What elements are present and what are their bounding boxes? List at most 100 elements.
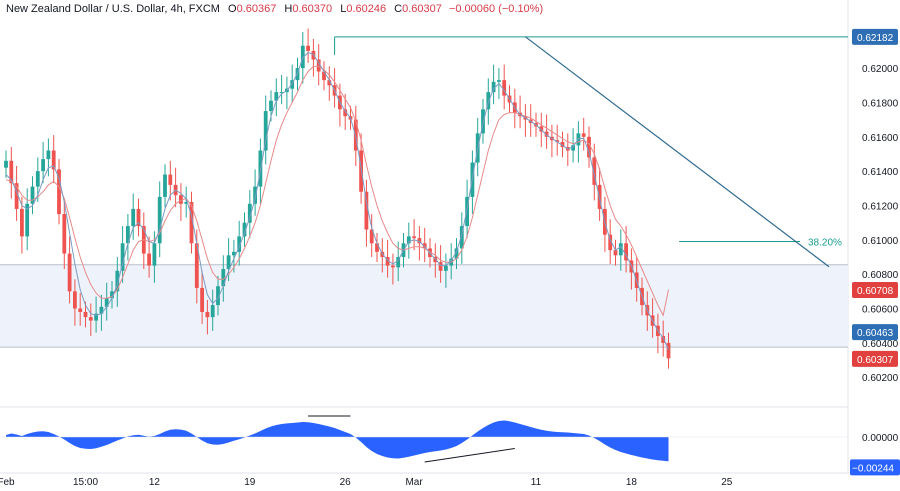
candle-body <box>46 150 51 160</box>
candle-body <box>497 80 501 82</box>
candle-body <box>110 291 114 299</box>
candle-body <box>454 248 459 259</box>
candle-body <box>247 203 252 223</box>
time-tick-label: 26 <box>340 477 352 488</box>
candle-body <box>269 100 273 112</box>
candle-body <box>391 265 395 268</box>
change-value: −0.00060 (−0.10%) <box>448 3 544 15</box>
slow-moving-average <box>5 65 669 317</box>
candle-body <box>120 243 125 271</box>
low-key: L <box>340 3 347 15</box>
candle-body <box>581 133 586 137</box>
candle-body <box>147 253 151 266</box>
candle-body <box>115 270 120 292</box>
candle-body <box>189 202 194 244</box>
candle-body <box>417 238 422 244</box>
fib-label: 38.20% <box>808 238 842 249</box>
candle-body <box>104 298 109 307</box>
candle-body <box>592 157 597 185</box>
candle-body <box>666 342 671 359</box>
candle-body <box>327 80 332 86</box>
oscillator-badge-text: −0.00244 <box>852 463 894 474</box>
candle-body <box>375 243 379 252</box>
price-tick-label: 0.61000 <box>862 236 899 247</box>
close-key: C <box>394 3 403 15</box>
time-tick-label: 12 <box>149 477 161 488</box>
candle-body <box>465 196 469 227</box>
candle-body <box>157 196 162 244</box>
price-tick-label: 0.60800 <box>862 270 899 281</box>
price-tick-label: 0.60600 <box>862 305 899 316</box>
open-key: O <box>228 3 237 15</box>
candle-body <box>232 251 236 256</box>
candle-body <box>300 45 305 69</box>
candle-body <box>385 257 390 266</box>
candle-body <box>343 109 348 117</box>
price-badge-support <box>852 324 898 341</box>
candle-body <box>412 236 416 239</box>
candle-body <box>126 226 130 244</box>
candle-body <box>205 311 210 318</box>
candle-body <box>35 171 40 187</box>
candle-body <box>491 81 496 93</box>
chart-header: New Zealand Dollar / U.S. Dollar, 4h, FX… <box>6 3 543 15</box>
candle-body <box>369 229 374 244</box>
candle-body <box>274 92 279 101</box>
price-tick-label: 0.60200 <box>862 373 899 384</box>
candle-body <box>168 174 173 185</box>
candle-body <box>486 92 491 110</box>
candle-body <box>200 287 204 312</box>
candle-body <box>184 202 189 204</box>
price-tick-label: 0.61800 <box>862 98 899 109</box>
candle-body <box>422 243 427 249</box>
time-tick-label: 11 <box>531 477 542 488</box>
candle-body <box>20 208 24 237</box>
price-tick-label: 0.62000 <box>862 64 899 75</box>
price-badge-text-support: 0.60463 <box>857 328 894 339</box>
candle-body <box>571 145 575 151</box>
candle-body <box>51 150 56 170</box>
candle-body <box>83 311 88 318</box>
candle-body <box>136 208 141 227</box>
candle-body <box>316 59 321 72</box>
oscillator-divergence-line <box>424 448 515 463</box>
candle-body <box>661 336 666 343</box>
candle-body <box>163 174 167 197</box>
open-value: 0.60367 <box>236 3 277 15</box>
candle-body <box>25 203 30 237</box>
candle-body <box>221 269 226 287</box>
symbol-title: New Zealand Dollar / U.S. Dollar, 4h, FX… <box>6 3 220 15</box>
price-badge-resistance <box>852 28 898 45</box>
candle-body <box>62 214 67 254</box>
price-tick-label: 0.60400 <box>862 339 899 350</box>
candle-body <box>78 308 83 312</box>
time-tick-label: 15:00 <box>73 477 98 488</box>
candle-body <box>242 222 247 237</box>
candle-body <box>253 186 257 204</box>
candle-body <box>322 71 326 81</box>
time-tick-label: Feb <box>0 477 15 488</box>
candle-body <box>560 141 565 148</box>
price-badge-text-resistance: 0.62182 <box>857 33 894 44</box>
candle-body <box>396 257 401 268</box>
candle-body <box>306 45 310 51</box>
candle-body <box>131 208 136 227</box>
candle-body <box>9 160 14 184</box>
time-tick-label: Mar <box>405 477 423 488</box>
candle-body <box>428 248 432 258</box>
candle-body <box>359 150 363 192</box>
candle-body <box>433 257 438 263</box>
candle-body <box>438 262 443 271</box>
candle-body <box>544 131 549 137</box>
candle-body <box>364 191 369 230</box>
candle-body <box>88 317 93 321</box>
low-value: 0.60246 <box>346 3 387 15</box>
price-tick-label: 0.61400 <box>862 167 899 178</box>
candle-body <box>380 251 385 258</box>
candle-body <box>30 186 35 204</box>
candle-body <box>539 126 544 132</box>
support-zone <box>0 264 848 348</box>
candle-body <box>194 243 199 288</box>
candle-body <box>67 253 72 292</box>
